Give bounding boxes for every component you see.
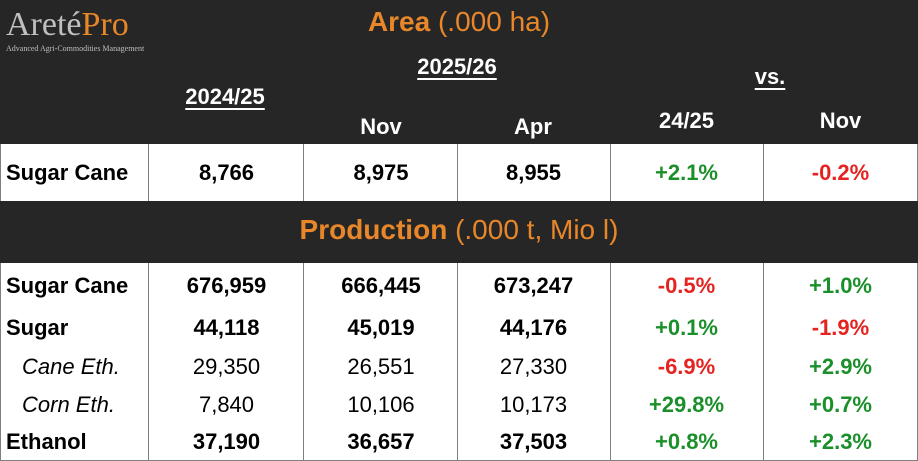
value-nov: 45,019 [347, 315, 415, 340]
production-title-bold: Production [299, 214, 448, 245]
grid-line [303, 144, 304, 201]
value-nov: 8,975 [353, 160, 409, 185]
value-2024-25: 37,190 [192, 429, 261, 454]
value-2024-25: 44,118 [193, 315, 260, 340]
value-2024-25: 7,840 [198, 392, 255, 417]
value-apr: 10,173 [499, 392, 568, 417]
logo-name-a: Areté [6, 6, 82, 43]
value-apr: 44,176 [499, 315, 568, 340]
value-nov: 36,657 [347, 429, 415, 454]
value-nov: 26,551 [347, 354, 415, 379]
value-2024-25: 8,766 [198, 160, 255, 185]
area-title: Area (.000 ha) [0, 6, 918, 38]
change-vs-2425: -6.9% [657, 354, 716, 379]
change-vs-2425: +0.8% [655, 429, 718, 454]
logo: AretéPro Advanced Agri-Commodities Manag… [6, 8, 191, 56]
row-label: Ethanol [6, 429, 87, 454]
grid-line [457, 144, 458, 201]
value-2024-25: 29,350 [192, 354, 261, 379]
change-vs-2425: -0.5% [657, 273, 716, 298]
change-vs-2425: +0.1% [655, 315, 718, 340]
change-vs-nov: -0.2% [811, 160, 870, 185]
header-vs-2425: 24/25 [658, 108, 715, 133]
grid-line [0, 144, 1, 201]
grid-line [763, 144, 764, 201]
value-2024-25: 676,959 [186, 273, 267, 298]
value-apr: 27,330 [499, 354, 568, 379]
area-title-unit: (.000 ha) [430, 6, 551, 37]
change-vs-2425: +29.8% [648, 392, 725, 417]
change-vs-nov: +2.9% [809, 354, 872, 379]
area-row: Sugar Cane 8,766 8,975 8,955 +2.1% -0.2% [0, 145, 918, 201]
header-vs: vs. [754, 64, 786, 89]
header-vs-nov: Nov [819, 108, 862, 133]
change-vs-nov: +1.0% [809, 273, 872, 298]
change-vs-nov: +0.7% [809, 392, 872, 417]
change-vs-nov: +2.3% [809, 429, 872, 454]
grid-line [610, 263, 611, 461]
production-title: Production (.000 t, Mio l) [0, 214, 918, 246]
change-vs-2425: +2.1% [655, 160, 718, 185]
table-row: Sugar 44,118 45,019 44,176 +0.1% -1.9% [0, 308, 918, 348]
header-apr: Apr [514, 114, 552, 139]
value-nov: 666,445 [341, 273, 421, 298]
header-2025-26: 2025/26 [417, 54, 497, 79]
value-apr: 673,247 [493, 273, 574, 298]
value-nov: 10,106 [347, 392, 415, 417]
grid-line [763, 263, 764, 461]
change-vs-nov: -1.9% [811, 315, 870, 340]
row-label: Cane Eth. [22, 354, 120, 379]
header-band [0, 0, 918, 144]
row-label: Corn Eth. [22, 392, 115, 417]
table-row: Sugar Cane 676,959 666,445 673,247 -0.5%… [0, 266, 918, 306]
row-label: Sugar [6, 315, 69, 340]
grid-line [457, 263, 458, 461]
area-title-bold: Area [367, 6, 431, 37]
row-label: Sugar Cane [6, 160, 129, 185]
logo-name-b: Pro [81, 6, 129, 43]
header-2024-25: 2024/25 [185, 84, 265, 109]
grid-line [148, 144, 149, 201]
grid-line [610, 144, 611, 201]
table-row: Cane Eth. 29,350 26,551 27,330 -6.9% +2.… [0, 348, 918, 386]
value-apr: 8,955 [505, 160, 562, 185]
production-band [0, 201, 918, 263]
value-apr: 37,503 [499, 429, 568, 454]
row-label: Sugar Cane [6, 273, 129, 298]
grid-line [303, 263, 304, 461]
logo-tagline: Advanced Agri-Commodities Management [6, 44, 145, 53]
grid-line [148, 263, 149, 461]
grid-line [0, 263, 1, 461]
header-nov: Nov [360, 114, 402, 139]
table-row: Corn Eth. 7,840 10,106 10,173 +29.8% +0.… [0, 386, 918, 424]
production-title-unit: (.000 t, Mio l) [447, 214, 619, 245]
table-row: Ethanol 37,190 36,657 37,503 +0.8% +2.3% [0, 424, 918, 460]
